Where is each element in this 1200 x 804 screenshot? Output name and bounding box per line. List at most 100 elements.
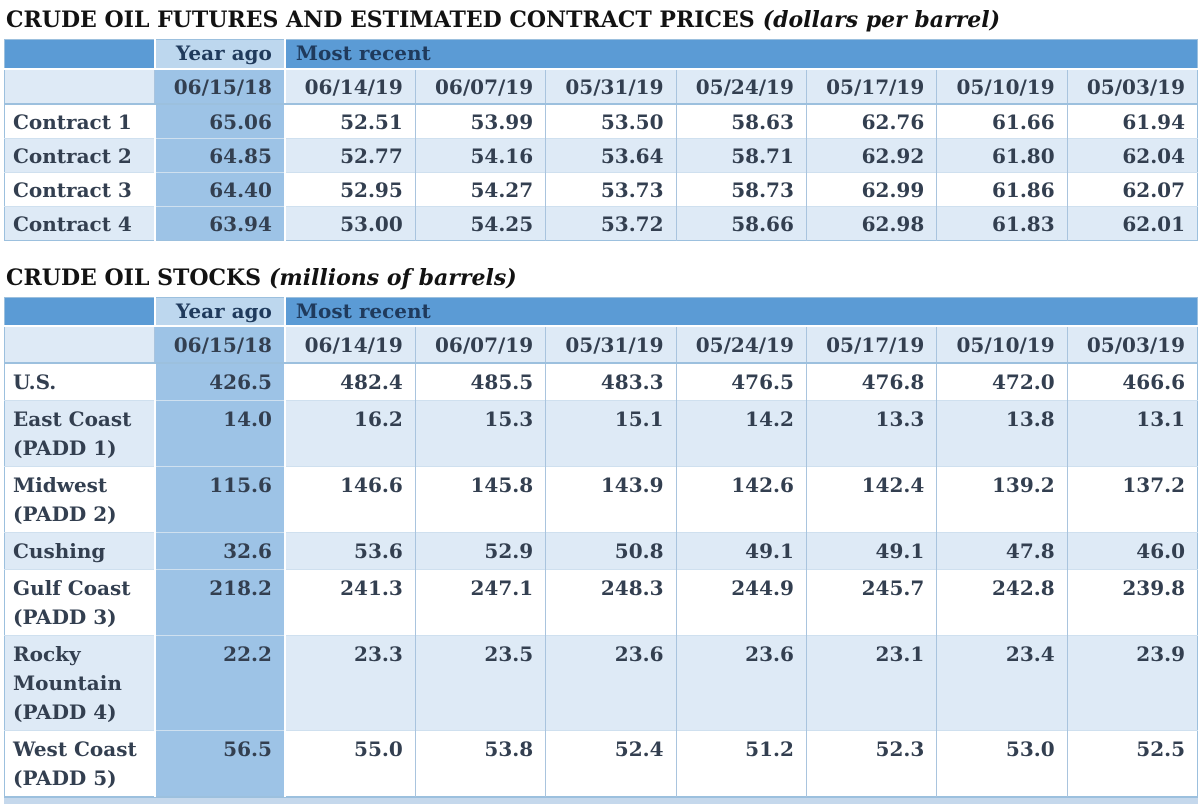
value-cell: 64.40 <box>153 171 286 206</box>
value-cell: 55.0 <box>284 730 416 797</box>
futures-title-text: CRUDE OIL FUTURES AND ESTIMATED CONTRACT… <box>6 7 755 33</box>
value-cell: 218.2 <box>153 569 286 636</box>
value-cell: 58.66 <box>675 205 807 240</box>
value-cell: 52.5 <box>1066 730 1198 797</box>
stocks-section: CRUDE OIL STOCKS (millions of barrels) Ye… <box>4 265 1198 797</box>
value-cell: 58.63 <box>675 103 807 138</box>
row-label: Contract 2 <box>4 137 155 172</box>
value-cell: 62.01 <box>1066 205 1198 240</box>
value-cell: 32.6 <box>153 532 286 570</box>
value-cell: 49.1 <box>805 532 937 570</box>
value-cell: 49.1 <box>675 532 807 570</box>
value-cell: 53.6 <box>284 532 416 570</box>
value-cell: 476.5 <box>675 362 807 401</box>
date-header: 05/24/19 <box>675 68 807 105</box>
value-cell: 22.2 <box>153 635 286 731</box>
row-label-line: Contract 3 <box>13 177 132 202</box>
value-cell: 65.06 <box>153 103 286 138</box>
value-cell: 54.25 <box>414 205 546 240</box>
most-recent-header: Most recent <box>283 297 1198 327</box>
row-label-line: Rocky <box>13 642 81 666</box>
year-ago-header: Year ago <box>153 297 286 327</box>
date-header: 06/07/19 <box>414 68 546 105</box>
stocks-table-title: CRUDE OIL STOCKS (millions of barrels) <box>6 265 1198 291</box>
row-label: Cushing <box>4 532 155 570</box>
row-label: Contract 1 <box>4 103 155 138</box>
row-label: Gulf Coast (PADD 3) <box>4 569 155 636</box>
value-cell: 62.92 <box>805 137 937 172</box>
date-header-row: 06/15/18 06/14/19 06/07/19 05/31/19 05/24/19… <box>4 326 1198 364</box>
value-cell: 13.8 <box>936 400 1068 467</box>
value-cell: 53.00 <box>284 205 416 240</box>
value-cell: 61.83 <box>936 205 1068 240</box>
table-row: Contract 1 65.06 52.51 53.99 53.50 58.63 62.76… <box>4 103 1198 138</box>
value-cell: 247.1 <box>414 569 546 636</box>
row-label-line: (PADD 2) <box>13 502 117 526</box>
value-cell: 62.98 <box>805 205 937 240</box>
date-header: 06/14/19 <box>284 68 416 105</box>
value-cell: 23.9 <box>1066 635 1198 731</box>
value-cell: 56.5 <box>153 730 286 797</box>
futures-table: Year ago Most recent 06/15/18 06/14/19 06/07… <box>4 39 1198 241</box>
row-label: Contract 4 <box>4 205 155 240</box>
value-cell: 61.66 <box>936 103 1068 138</box>
value-cell: 53.0 <box>936 730 1068 797</box>
row-label-line: (PADD 3) <box>13 605 117 629</box>
row-label-line: Contract 1 <box>13 109 132 134</box>
value-cell: 115.6 <box>153 466 286 533</box>
value-cell: 483.3 <box>545 362 676 401</box>
stocks-title-unit: (millions of barrels) <box>269 264 517 291</box>
row-label-line: U.S. <box>13 370 57 394</box>
most-recent-header: Most recent <box>283 39 1198 70</box>
value-cell: 143.9 <box>545 466 676 533</box>
value-cell: 52.51 <box>284 103 416 138</box>
date-header: 06/07/19 <box>414 326 546 364</box>
date-header-row: 06/15/18 06/14/19 06/07/19 05/31/19 05/24/19… <box>4 68 1198 105</box>
date-header: 06/15/18 <box>153 326 286 364</box>
table-row: East Coast (PADD 1) 14.0 16.2 15.3 15.1 14.2 13… <box>4 400 1198 467</box>
value-cell: 142.4 <box>805 466 937 533</box>
value-cell: 54.27 <box>414 171 546 206</box>
date-header: 05/31/19 <box>545 326 676 364</box>
value-cell: 23.1 <box>805 635 937 731</box>
row-label: Contract 3 <box>4 171 155 206</box>
header-group-row: Year ago Most recent <box>4 39 1198 70</box>
value-cell: 23.3 <box>284 635 416 731</box>
value-cell: 426.5 <box>153 362 286 401</box>
value-cell: 23.5 <box>414 635 546 731</box>
header-group-row: Year ago Most recent <box>4 297 1198 327</box>
value-cell: 62.07 <box>1066 171 1198 206</box>
row-label-line: West Coast <box>13 737 137 761</box>
corner-cell <box>4 39 156 70</box>
value-cell: 13.1 <box>1066 400 1198 467</box>
row-label-line: East Coast <box>13 407 132 431</box>
value-cell: 245.7 <box>805 569 937 636</box>
table-row: Contract 2 64.85 52.77 54.16 53.64 58.71 62.92… <box>4 137 1198 172</box>
value-cell: 244.9 <box>675 569 807 636</box>
year-ago-header: Year ago <box>153 39 286 70</box>
value-cell: 53.72 <box>545 205 676 240</box>
row-label-line: Gulf Coast <box>13 576 131 600</box>
row-label: Rocky Mountain (PADD 4) <box>4 635 155 731</box>
value-cell: 51.2 <box>675 730 807 797</box>
value-cell: 62.04 <box>1066 137 1198 172</box>
futures-prices-section: CRUDE OIL FUTURES AND ESTIMATED CONTRACT… <box>4 7 1198 241</box>
table-bottom-strip <box>4 797 1198 804</box>
date-header: 05/17/19 <box>805 326 937 364</box>
row-label: Midwest (PADD 2) <box>4 466 155 533</box>
value-cell: 242.8 <box>936 569 1068 636</box>
value-cell: 14.0 <box>153 400 286 467</box>
value-cell: 137.2 <box>1066 466 1198 533</box>
value-cell: 15.1 <box>545 400 676 467</box>
value-cell: 52.3 <box>805 730 937 797</box>
value-cell: 63.94 <box>153 205 286 240</box>
date-header: 05/17/19 <box>805 68 937 105</box>
value-cell: 58.73 <box>675 171 807 206</box>
value-cell: 482.4 <box>284 362 416 401</box>
value-cell: 61.86 <box>936 171 1068 206</box>
date-header: 05/31/19 <box>545 68 676 105</box>
date-header: 06/15/18 <box>153 68 286 105</box>
value-cell: 485.5 <box>414 362 546 401</box>
value-cell: 47.8 <box>936 532 1068 570</box>
